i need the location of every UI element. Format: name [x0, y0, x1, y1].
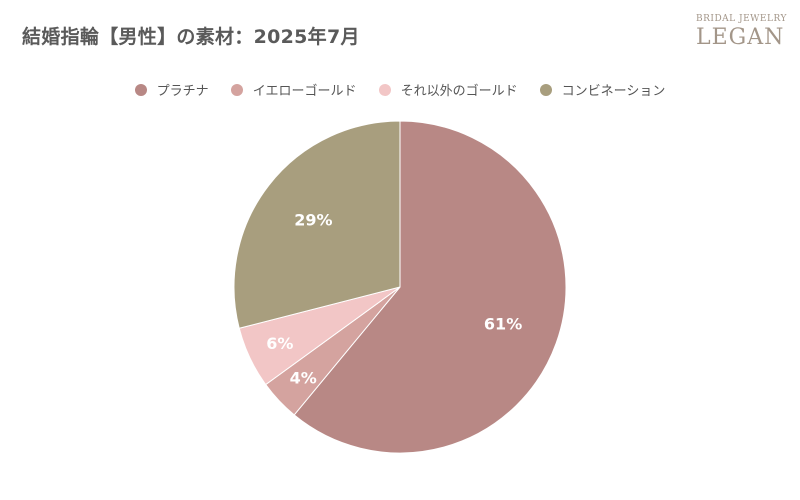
- brand-tagline: BRIDAL JEWELRY: [696, 14, 787, 24]
- legend-label-platinum: プラチナ: [156, 84, 209, 99]
- chart-legend: プラチナ イエローゴールド それ以外のゴールド コンビネーション: [0, 80, 800, 99]
- slice-platinum[interactable]: [293, 120, 567, 454]
- slice-label-platinum: 61%: [484, 315, 522, 334]
- chart-title: 結婚指輪【男性】の素材：2025年7月: [22, 26, 360, 48]
- legend-swatch-platinum: [134, 83, 147, 96]
- legend-item-yellow-gold[interactable]: イエローゴールド: [230, 80, 357, 99]
- pie-labels: 61% 4% 6% 29%: [266, 210, 522, 387]
- legend-item-combination[interactable]: コンビネーション: [539, 80, 666, 99]
- slice-label-other-gold: 6%: [266, 334, 293, 353]
- slice-combination[interactable]: [233, 120, 401, 329]
- slice-label-yellow-gold: 4%: [290, 368, 317, 387]
- legend-item-other-gold[interactable]: それ以外のゴールド: [378, 80, 518, 99]
- slice-label-combination: 29%: [294, 210, 332, 229]
- legend-label-combination: コンビネーション: [561, 84, 666, 99]
- legend-label-yellow-gold: イエローゴールド: [252, 84, 357, 99]
- legend-swatch-combination: [539, 83, 552, 96]
- legend-swatch-other-gold: [378, 83, 391, 96]
- legend-swatch-yellow-gold: [230, 83, 243, 96]
- legend-label-other-gold: それ以外のゴールド: [400, 84, 518, 99]
- legend-item-platinum[interactable]: プラチナ: [134, 80, 209, 99]
- brand-name: LEGAN: [696, 25, 785, 50]
- pie-slices: [233, 120, 567, 454]
- brand-logo: BRIDAL JEWELRY LEGAN: [696, 14, 787, 54]
